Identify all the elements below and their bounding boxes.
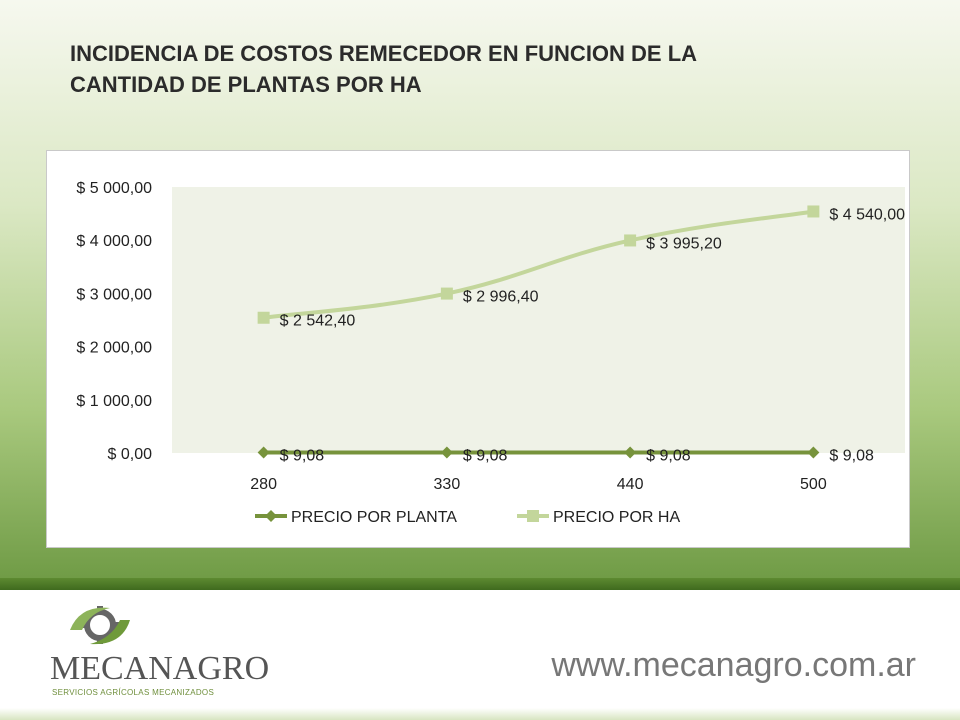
x-tick-label: 440	[617, 476, 644, 493]
data-label: $ 9,08	[280, 448, 325, 465]
legend-label: PRECIO POR HA	[553, 509, 680, 526]
data-point	[624, 234, 637, 247]
legend-label: PRECIO POR PLANTA	[291, 509, 457, 526]
series-line-2	[263, 209, 814, 320]
divider-band	[0, 578, 960, 590]
x-tick-label: 500	[800, 476, 827, 493]
data-point	[257, 446, 270, 459]
slide-title: INCIDENCIA DE COSTOS REMECEDOR EN FUNCIO…	[70, 38, 890, 100]
y-tick-label: $ 2 000,00	[76, 340, 152, 357]
line-chart: $ 0,00 $ 1 000,00 $ 2 000,00 $ 3 000,00 $ 4 …	[76, 180, 905, 526]
plot-area	[172, 187, 905, 453]
y-tick-label: $ 0,00	[108, 446, 153, 463]
logo-tagline: SERVICIOS AGRÍCOLAS MECANIZADOS	[52, 688, 215, 697]
data-point	[440, 446, 453, 459]
footer	[0, 596, 960, 720]
website-link[interactable]: www.mecanagro.com.ar	[551, 646, 916, 684]
x-tick-label: 280	[250, 476, 277, 493]
data-point	[807, 446, 820, 459]
y-tick-label: $ 1 000,00	[76, 393, 152, 410]
data-point	[257, 311, 270, 324]
chart-frame: $ 0,00 $ 1 000,00 $ 2 000,00 $ 3 000,00 $ 4 …	[46, 150, 910, 548]
data-point	[440, 287, 453, 300]
legend-marker	[265, 510, 277, 522]
divider-gap	[0, 590, 960, 596]
data-label: $ 9,08	[463, 448, 508, 465]
data-label: $ 2 996,40	[463, 289, 539, 306]
legend-marker	[527, 510, 539, 522]
data-label: $ 9,08	[646, 448, 691, 465]
mecanagro-logo-icon	[70, 606, 130, 645]
slide-title-line-2: CANTIDAD DE PLANTAS POR HA	[70, 72, 422, 97]
x-tick-label: 330	[434, 476, 461, 493]
data-point	[807, 205, 820, 218]
y-tick-label: $ 4 000,00	[76, 233, 152, 250]
y-tick-label: $ 3 000,00	[76, 286, 152, 303]
data-point	[624, 446, 637, 459]
slide-title-line-1: INCIDENCIA DE COSTOS REMECEDOR EN FUNCIO…	[70, 41, 698, 66]
data-label: $ 2 542,40	[280, 313, 356, 330]
data-label: $ 4 540,00	[829, 206, 905, 223]
logo-name: MECANAGRO	[50, 650, 270, 687]
data-label: $ 9,08	[829, 448, 874, 465]
data-label: $ 3 995,20	[646, 235, 722, 252]
footer-bottom-line	[0, 708, 960, 720]
y-tick-label: $ 5 000,00	[76, 180, 152, 197]
